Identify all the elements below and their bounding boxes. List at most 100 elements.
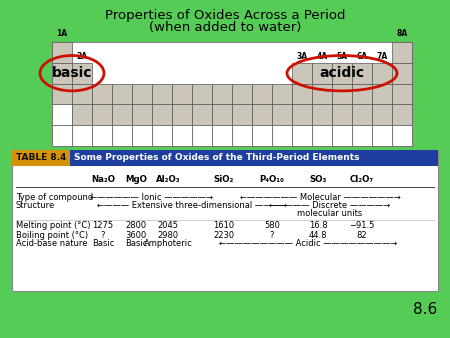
Bar — [52, 104, 72, 125]
Bar — [172, 125, 192, 146]
Text: Amphoteric: Amphoteric — [144, 240, 193, 248]
Bar — [112, 125, 132, 146]
Text: 2045: 2045 — [158, 221, 179, 231]
Text: −91.5: −91.5 — [349, 221, 375, 231]
Bar — [152, 83, 172, 104]
Text: 8.6: 8.6 — [413, 303, 437, 317]
Bar — [292, 104, 312, 125]
Bar — [312, 125, 332, 146]
Text: 6A: 6A — [356, 52, 368, 61]
Bar — [192, 83, 212, 104]
Bar — [92, 83, 112, 104]
Text: 1275: 1275 — [92, 221, 113, 231]
Bar — [132, 104, 152, 125]
Text: Acid-base nature: Acid-base nature — [16, 240, 87, 248]
Text: P₄O₁₀: P₄O₁₀ — [260, 175, 284, 185]
Bar — [152, 125, 172, 146]
Text: 16.8: 16.8 — [309, 221, 327, 231]
Text: 1A: 1A — [56, 29, 68, 38]
Bar — [72, 83, 92, 104]
Bar — [332, 125, 352, 146]
Text: 82: 82 — [357, 231, 367, 240]
Bar — [212, 83, 232, 104]
Bar — [252, 104, 272, 125]
Bar — [92, 125, 112, 146]
Text: 44.8: 44.8 — [309, 231, 327, 240]
Text: (when added to water): (when added to water) — [149, 21, 301, 33]
Bar — [272, 83, 292, 104]
Text: Al₂O₃: Al₂O₃ — [156, 175, 180, 185]
Bar — [52, 63, 72, 83]
Bar — [392, 83, 412, 104]
Bar — [232, 83, 252, 104]
Bar — [352, 104, 372, 125]
Text: Type of compound: Type of compound — [16, 193, 93, 201]
Text: 7A: 7A — [376, 52, 387, 61]
Bar — [312, 63, 332, 83]
Text: Basic: Basic — [125, 240, 147, 248]
Text: basic: basic — [52, 66, 92, 80]
Bar — [152, 104, 172, 125]
Text: molecular units: molecular units — [297, 209, 363, 217]
Text: MgO: MgO — [125, 175, 147, 185]
Text: Properties of Oxides Across a Period: Properties of Oxides Across a Period — [105, 8, 345, 22]
Text: TABLE 8.4: TABLE 8.4 — [16, 153, 66, 163]
Text: ←—————— Molecular ——————→: ←—————— Molecular ——————→ — [239, 193, 400, 201]
Bar — [332, 104, 352, 125]
Text: 2800: 2800 — [126, 221, 147, 231]
Text: ←————— Ionic —————→: ←————— Ionic —————→ — [90, 193, 213, 201]
Text: ←———— Discrete ————→: ←———— Discrete ————→ — [270, 201, 391, 211]
Bar — [392, 63, 412, 83]
Bar — [352, 63, 372, 83]
Bar — [292, 125, 312, 146]
Bar — [172, 83, 192, 104]
Text: SO₃: SO₃ — [309, 175, 327, 185]
Bar — [352, 83, 372, 104]
Text: Structure: Structure — [16, 201, 55, 211]
Bar — [372, 63, 392, 83]
Bar — [312, 83, 332, 104]
Bar — [132, 83, 152, 104]
Text: 2230: 2230 — [213, 231, 234, 240]
Bar — [112, 104, 132, 125]
Text: 4A: 4A — [316, 52, 328, 61]
Bar — [72, 63, 92, 83]
Text: ?: ? — [101, 231, 105, 240]
Bar — [192, 104, 212, 125]
Text: SiO₂: SiO₂ — [214, 175, 234, 185]
Bar — [372, 104, 392, 125]
Text: Some Properties of Oxides of the Third-Period Elements: Some Properties of Oxides of the Third-P… — [74, 153, 360, 163]
Bar — [72, 104, 92, 125]
Bar — [372, 125, 392, 146]
Bar — [212, 125, 232, 146]
Text: Cl₂O₇: Cl₂O₇ — [350, 175, 374, 185]
Text: ?: ? — [270, 231, 274, 240]
Bar — [172, 104, 192, 125]
Text: 3600: 3600 — [126, 231, 147, 240]
Bar — [192, 125, 212, 146]
Text: Na₂O: Na₂O — [91, 175, 115, 185]
Text: 580: 580 — [264, 221, 280, 231]
Text: 3A: 3A — [297, 52, 307, 61]
Bar — [232, 125, 252, 146]
Bar — [232, 104, 252, 125]
Text: acidic: acidic — [320, 66, 365, 80]
Bar — [72, 125, 92, 146]
Text: 1610: 1610 — [213, 221, 234, 231]
Text: ←——— Extensive three-dimensional ———→: ←——— Extensive three-dimensional ———→ — [97, 201, 287, 211]
Text: ←———————— Acidic ————————→: ←———————— Acidic ————————→ — [219, 240, 397, 248]
Bar — [272, 104, 292, 125]
Bar — [252, 83, 272, 104]
Text: 2A: 2A — [76, 52, 88, 61]
Bar — [252, 125, 272, 146]
Bar — [372, 83, 392, 104]
Bar — [272, 125, 292, 146]
Bar — [312, 104, 332, 125]
Bar — [52, 83, 72, 104]
Bar — [332, 63, 352, 83]
Bar — [132, 125, 152, 146]
Bar — [12, 150, 438, 166]
Text: 5A: 5A — [337, 52, 347, 61]
Bar — [12, 150, 70, 166]
Bar — [52, 42, 412, 146]
